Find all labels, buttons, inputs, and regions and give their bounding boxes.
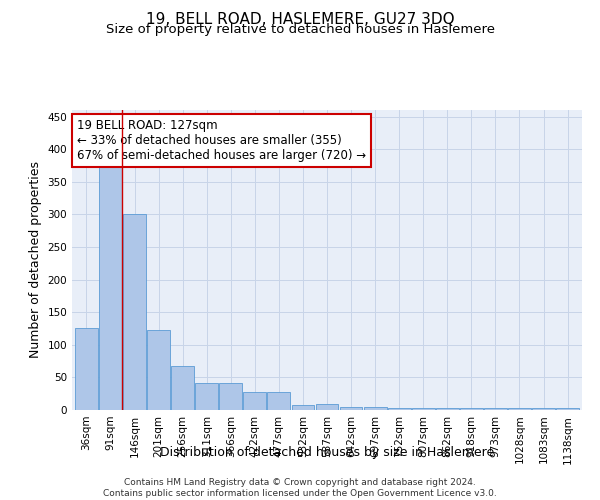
- Bar: [99, 166, 122, 410]
- Text: 19 BELL ROAD: 127sqm
← 33% of detached houses are smaller (355)
67% of semi-deta: 19 BELL ROAD: 127sqm ← 33% of detached h…: [77, 119, 366, 162]
- Bar: [436, 408, 459, 410]
- Bar: [147, 330, 170, 410]
- Bar: [244, 392, 266, 410]
- Text: Contains HM Land Registry data © Crown copyright and database right 2024.
Contai: Contains HM Land Registry data © Crown c…: [103, 478, 497, 498]
- Bar: [171, 366, 194, 410]
- Text: 19, BELL ROAD, HASLEMERE, GU27 3DQ: 19, BELL ROAD, HASLEMERE, GU27 3DQ: [146, 12, 454, 28]
- Bar: [556, 408, 579, 410]
- Bar: [268, 392, 290, 410]
- Bar: [195, 382, 218, 410]
- Bar: [316, 404, 338, 410]
- Text: Size of property relative to detached houses in Haslemere: Size of property relative to detached ho…: [106, 22, 494, 36]
- Bar: [388, 408, 410, 410]
- Bar: [340, 406, 362, 410]
- Bar: [292, 405, 314, 410]
- Bar: [364, 406, 386, 410]
- Bar: [508, 408, 531, 410]
- Y-axis label: Number of detached properties: Number of detached properties: [29, 162, 42, 358]
- Text: Distribution of detached houses by size in Haslemere: Distribution of detached houses by size …: [160, 446, 494, 459]
- Bar: [532, 408, 555, 410]
- Bar: [460, 408, 483, 410]
- Bar: [75, 328, 98, 410]
- Bar: [123, 214, 146, 410]
- Bar: [412, 408, 434, 410]
- Bar: [220, 382, 242, 410]
- Bar: [484, 408, 507, 410]
